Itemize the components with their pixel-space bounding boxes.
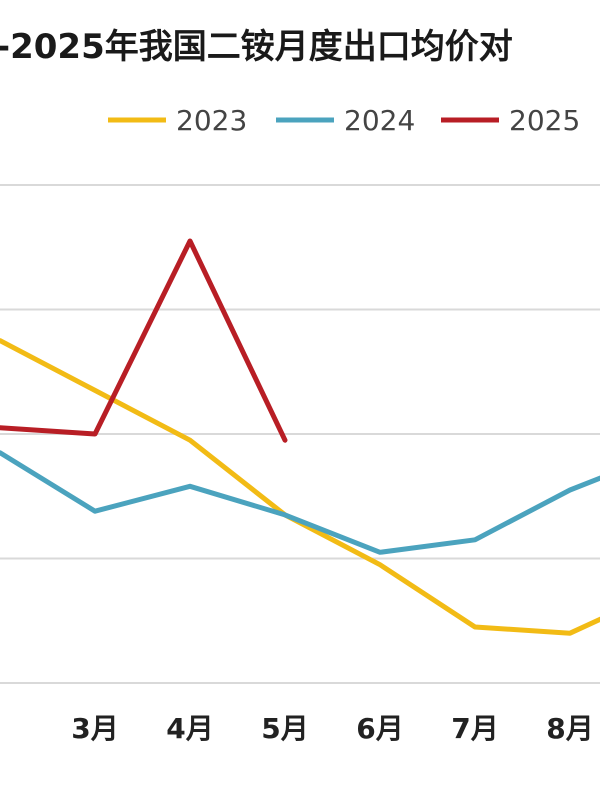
- series-line-2025: [0, 238, 288, 443]
- x-tick-label: 8月: [546, 712, 593, 745]
- legend-item: 2025: [441, 104, 580, 137]
- legend: 2023 2024 2025: [108, 104, 580, 137]
- x-tick-label: 6月: [356, 712, 403, 745]
- x-tick-label: 5月: [261, 712, 308, 745]
- chart-title-group: -2025年我国二铵月度出口均价对: [0, 27, 513, 67]
- series-line-2024: [0, 450, 600, 555]
- gridlines: [0, 184, 600, 684]
- chart-title: -2025年我国二铵月度出口均价对: [0, 27, 513, 67]
- x-tick-label: 4月: [166, 712, 213, 745]
- x-axis-ticks: 3月4月5月6月7月8月9月: [71, 712, 593, 745]
- x-tick-label: 3月: [71, 712, 118, 745]
- legend-item: 2023: [108, 104, 247, 137]
- legend-label: 2025: [509, 104, 580, 137]
- legend-label: 2024: [344, 104, 415, 137]
- series-line-2023: [0, 338, 600, 636]
- legend-label: 2023: [176, 104, 247, 137]
- series-layer: [0, 238, 600, 636]
- x-tick-label: 7月: [451, 712, 498, 745]
- legend-item: 2024: [276, 104, 415, 137]
